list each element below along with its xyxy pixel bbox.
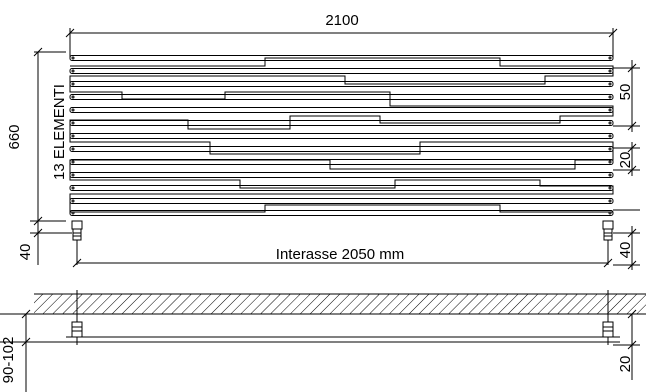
tube: [69, 146, 614, 152]
left-valve: [71, 220, 83, 265]
tube-end: [608, 160, 612, 164]
tube-end: [608, 147, 612, 151]
overall-height-label: 660: [6, 124, 23, 149]
bottom-right-offset-dimension: [613, 226, 640, 270]
tube-end: [71, 160, 75, 164]
tube-end: [71, 134, 75, 138]
tube-end: [71, 199, 75, 203]
overall-width-label: 2100: [325, 12, 358, 29]
bottom-left-offset-label: 40: [17, 244, 34, 261]
tube-end: [71, 121, 75, 125]
tube-end: [71, 56, 75, 60]
tube: [69, 198, 614, 204]
bottom-right-offset-label: 40: [617, 242, 634, 259]
tube-end: [608, 121, 612, 125]
stepped-profile: [69, 57, 614, 213]
right-spacing-dimension: [613, 60, 640, 211]
stepped-line: [69, 57, 614, 213]
tube-end: [71, 108, 75, 112]
tube-end: [608, 199, 612, 203]
overall-height-dimension: [30, 47, 66, 226]
tube-end: [608, 69, 612, 73]
interasse-dimension: [72, 258, 613, 268]
tube: [69, 68, 614, 74]
bottom-left-offset-dimension: [30, 221, 72, 265]
wall-offset-dimension: [0, 309, 66, 392]
wall-gap-label: 20: [617, 356, 634, 373]
wall-gap-dimension: [613, 309, 640, 380]
tube-end: [608, 95, 612, 99]
wall-offset-label: 90-102: [0, 337, 17, 384]
tube-end: [608, 108, 612, 112]
wall-section: [0, 293, 646, 315]
overall-width-dimension: [65, 28, 618, 58]
interasse-label: Interasse 2050 mm: [276, 246, 404, 263]
tube-end: [608, 82, 612, 86]
tube-end: [71, 173, 75, 177]
radiator-tubes: [69, 55, 614, 216]
tube-end: [608, 134, 612, 138]
spacing-top-label: 50: [617, 84, 634, 101]
tube: [69, 133, 614, 139]
spacing-mid-label: 20: [617, 152, 634, 169]
tube-end: [608, 186, 612, 190]
tube-end: [71, 95, 75, 99]
tube-end: [608, 173, 612, 177]
right-valve: [602, 220, 614, 265]
tube-end: [608, 56, 612, 60]
tube-end: [71, 69, 75, 73]
tube-end: [71, 147, 75, 151]
tube-end: [71, 82, 75, 86]
tube: [69, 94, 614, 100]
tube: [69, 210, 614, 216]
tube-end: [71, 186, 75, 190]
tube: [69, 107, 614, 113]
elements-count-label: 13 ELEMENTI: [51, 84, 68, 180]
top-view-radiator: [66, 290, 620, 345]
tube: [69, 172, 614, 178]
